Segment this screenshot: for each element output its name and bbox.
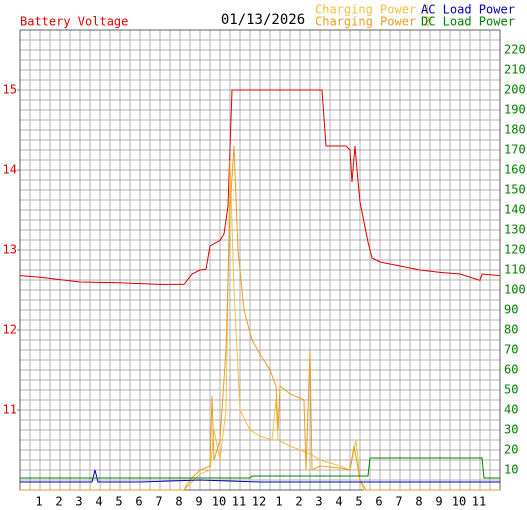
y2-tick-label: 80 bbox=[504, 323, 518, 337]
y-tick-label: 13 bbox=[3, 243, 17, 257]
y-tick-label: 12 bbox=[3, 323, 17, 337]
y2-tick-label: 190 bbox=[504, 103, 526, 117]
series-line bbox=[20, 457, 500, 479]
series-line bbox=[19, 89, 501, 285]
x-tick-label: 2 bbox=[295, 495, 302, 509]
x-tick-label: 1 bbox=[35, 495, 42, 509]
y-tick-label: 14 bbox=[3, 163, 17, 177]
series-line bbox=[20, 469, 500, 483]
y2-tick-label: 70 bbox=[504, 343, 518, 357]
y2-tick-label: 220 bbox=[504, 43, 526, 57]
y2-tick-label: 90 bbox=[504, 303, 518, 317]
y2-tick-label: 40 bbox=[504, 403, 518, 417]
legend-entry: Charging Power 2 bbox=[315, 15, 431, 29]
y2-tick-label: 100 bbox=[504, 283, 526, 297]
legend-entry: AC Load Power bbox=[421, 3, 515, 17]
x-tick-label: 5 bbox=[115, 495, 122, 509]
x-tick-label: 11 bbox=[232, 495, 246, 509]
y2-tick-label: 20 bbox=[504, 443, 518, 457]
y2-tick-label: 120 bbox=[504, 243, 526, 257]
x-tick-label: 5 bbox=[355, 495, 362, 509]
y2-tick-label: 170 bbox=[504, 143, 526, 157]
x-tick-label: 10 bbox=[452, 495, 466, 509]
chart-date: 01/13/2026 bbox=[221, 12, 305, 28]
y2-tick-label: 150 bbox=[504, 183, 526, 197]
x-tick-label: 8 bbox=[175, 495, 182, 509]
series-line bbox=[20, 145, 500, 491]
y2-tick-label: 200 bbox=[504, 83, 526, 97]
x-tick-label: 3 bbox=[75, 495, 82, 509]
y2-tick-label: 110 bbox=[504, 263, 526, 277]
y-tick-label: 11 bbox=[3, 403, 17, 417]
y2-tick-label: 10 bbox=[504, 463, 518, 477]
x-tick-label: 11 bbox=[472, 495, 486, 509]
plot-frame bbox=[19, 29, 501, 491]
x-tick-label: 4 bbox=[335, 495, 342, 509]
x-tick-label: 1 bbox=[275, 495, 282, 509]
x-tick-label: 6 bbox=[375, 495, 382, 509]
y2-tick-label: 30 bbox=[504, 423, 518, 437]
y2-tick-label: 140 bbox=[504, 203, 526, 217]
y-tick-label: 15 bbox=[3, 83, 17, 97]
x-tick-label: 9 bbox=[435, 495, 442, 509]
x-tick-label: 10 bbox=[212, 495, 226, 509]
y2-tick-label: 210 bbox=[504, 63, 526, 77]
y2-tick-label: 130 bbox=[504, 223, 526, 237]
x-tick-label: 6 bbox=[135, 495, 142, 509]
x-tick-label: 12 bbox=[252, 495, 266, 509]
x-tick-label: 2 bbox=[55, 495, 62, 509]
x-tick-label: 7 bbox=[155, 495, 162, 509]
x-tick-label: 7 bbox=[395, 495, 402, 509]
y2-tick-label: 180 bbox=[504, 123, 526, 137]
x-tick-label: 8 bbox=[415, 495, 422, 509]
y2-tick-label: 50 bbox=[504, 383, 518, 397]
x-tick-label: 3 bbox=[315, 495, 322, 509]
x-tick-label: 9 bbox=[195, 495, 202, 509]
x-tick-label: 4 bbox=[95, 495, 102, 509]
legend-entry: DC Load Power bbox=[421, 15, 515, 29]
y2-tick-label: 160 bbox=[504, 163, 526, 177]
legend-entry: Charging Power 1 bbox=[315, 3, 431, 17]
y2-tick-label: 60 bbox=[504, 363, 518, 377]
chart-title: Battery Voltage bbox=[20, 15, 128, 29]
